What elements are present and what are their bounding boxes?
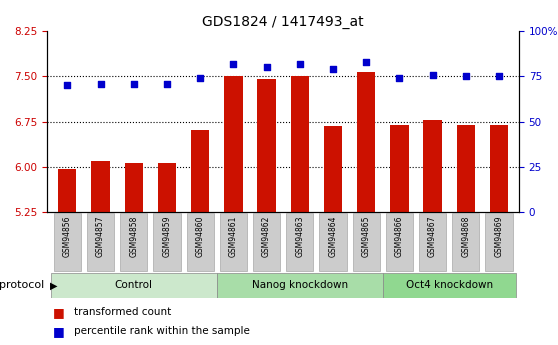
Point [295,61,304,67]
Point [362,59,371,65]
Bar [490,125,508,212]
Text: ▶: ▶ [50,280,57,290]
Text: GSM94857: GSM94857 [96,215,105,257]
Text: GSM94867: GSM94867 [428,215,437,257]
FancyBboxPatch shape [220,213,247,271]
Bar [224,76,243,212]
Text: GSM94863: GSM94863 [295,215,304,257]
Text: GSM94864: GSM94864 [329,215,338,257]
Bar [124,162,143,212]
Text: GSM94866: GSM94866 [395,215,404,257]
Point [395,75,404,81]
Text: GSM94860: GSM94860 [196,215,205,257]
Text: ■: ■ [53,325,65,338]
Text: ■: ■ [53,306,65,319]
FancyBboxPatch shape [87,213,114,271]
Text: GSM94869: GSM94869 [494,215,503,257]
FancyBboxPatch shape [419,213,446,271]
Point [262,65,271,70]
Point [329,66,338,72]
Bar [357,71,376,212]
Text: GSM94858: GSM94858 [129,215,138,257]
Bar [324,126,342,212]
Point [196,75,205,81]
Bar [257,79,276,212]
Text: GSM94856: GSM94856 [63,215,72,257]
Point [162,81,171,86]
Text: protocol: protocol [0,280,45,290]
FancyBboxPatch shape [253,213,280,271]
FancyBboxPatch shape [386,213,413,271]
FancyBboxPatch shape [383,273,516,298]
Text: GSM94862: GSM94862 [262,215,271,257]
Text: GSM94868: GSM94868 [461,215,470,257]
FancyBboxPatch shape [153,213,181,271]
Title: GDS1824 / 1417493_at: GDS1824 / 1417493_at [203,14,364,29]
Point [129,81,138,86]
Point [494,73,503,79]
FancyBboxPatch shape [120,213,147,271]
Bar [456,125,475,212]
FancyBboxPatch shape [485,213,513,271]
Bar [424,120,442,212]
Text: Control: Control [115,280,153,290]
FancyBboxPatch shape [51,273,217,298]
Text: Nanog knockdown: Nanog knockdown [252,280,348,290]
Bar [390,125,408,212]
Bar [92,161,110,212]
Bar [58,169,76,212]
Text: GSM94859: GSM94859 [162,215,171,257]
FancyBboxPatch shape [54,213,81,271]
FancyBboxPatch shape [186,213,214,271]
FancyBboxPatch shape [353,213,380,271]
Point [229,61,238,67]
Bar [158,162,176,212]
Text: percentile rank within the sample: percentile rank within the sample [74,326,250,336]
FancyBboxPatch shape [452,213,479,271]
Text: GSM94861: GSM94861 [229,215,238,257]
Bar [191,130,209,212]
Point [461,73,470,79]
FancyBboxPatch shape [286,213,314,271]
Text: Oct4 knockdown: Oct4 knockdown [406,280,493,290]
Text: transformed count: transformed count [74,307,171,317]
FancyBboxPatch shape [319,213,347,271]
FancyBboxPatch shape [217,273,383,298]
Point [63,82,72,88]
Text: GSM94865: GSM94865 [362,215,371,257]
Bar [291,76,309,212]
Point [96,81,105,86]
Point [428,72,437,77]
